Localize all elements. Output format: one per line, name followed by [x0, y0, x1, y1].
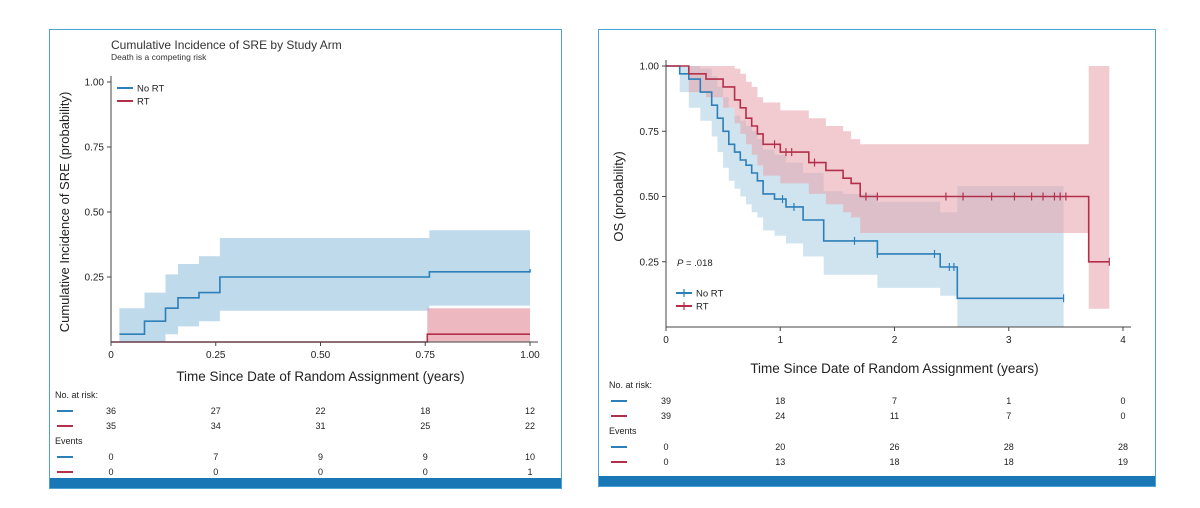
table-cell: 7	[213, 452, 218, 462]
table-cell: 0	[1120, 411, 1125, 421]
table-cell: 31	[315, 421, 325, 431]
legend-item-rt: RT	[676, 302, 709, 313]
ci-band-no-rt	[119, 230, 531, 342]
table-cell: 34	[211, 421, 221, 431]
events-header: Events	[55, 436, 83, 446]
table-cell: 27	[211, 406, 221, 416]
x-tick-label: 0.25	[206, 350, 226, 361]
legend-label: RT	[696, 302, 709, 313]
legend-item-no-rt: No RT	[117, 84, 164, 95]
legend-label: No RT	[696, 289, 723, 300]
y-tick-label: 0.75	[640, 127, 660, 138]
x-tick-label: 0.75	[416, 350, 436, 361]
table-cell: 18	[1004, 457, 1014, 467]
y-tick-label: 0.50	[640, 192, 660, 203]
legend-label: No RT	[137, 84, 164, 95]
table-cell: 22	[525, 421, 535, 431]
table-cell: 0	[1120, 396, 1125, 406]
table-cell: 0	[663, 442, 668, 452]
y-axis-label: OS (probability)	[611, 151, 626, 241]
x-axis-label: Time Since Date of Random Assignment (ye…	[176, 369, 464, 384]
events-row: 0 13 18 18 19	[611, 457, 1128, 467]
y-tick-label: 0.25	[640, 257, 660, 268]
table-cell: 39	[661, 396, 671, 406]
x-tick-label: 2	[892, 335, 898, 346]
table-cell: 7	[1006, 411, 1011, 421]
table-cell: 0	[213, 467, 218, 477]
table-cell: 20	[775, 442, 785, 452]
table-cell: 13	[775, 457, 785, 467]
table-cell: 7	[892, 396, 897, 406]
table-cell: 26	[889, 442, 899, 452]
risk-table-header: No. at risk:	[609, 380, 652, 390]
x-tick-label: 4	[1120, 335, 1126, 346]
events-row: 0 7 9 9 10	[57, 452, 535, 462]
y-tick-label: 0.50	[85, 208, 105, 219]
table-cell: 0	[108, 452, 113, 462]
overall-survival-chart: 0.25 0.50 0.75 1.00 0 1 2 3 4 Time Since Date of …	[609, 60, 1131, 467]
table-cell: 19	[1118, 457, 1128, 467]
x-tick-label: 1	[777, 335, 783, 346]
risk-row: 36 27 22 18 12	[57, 406, 535, 416]
table-cell: 9	[318, 452, 323, 462]
table-cell: 0	[663, 457, 668, 467]
chart-subtitle: Death is a competing risk	[111, 52, 207, 62]
table-cell: 9	[423, 452, 428, 462]
table-cell: 36	[106, 406, 116, 416]
events-header: Events	[609, 426, 637, 436]
table-cell: 0	[423, 467, 428, 477]
p-value-text: = .018	[683, 258, 712, 269]
table-cell: 1	[527, 467, 532, 477]
legend-item-rt: RT	[117, 97, 150, 108]
x-tick-label: 1.00	[520, 350, 540, 361]
table-cell: 28	[1004, 442, 1014, 452]
panel-footer-bar	[599, 476, 1155, 486]
panel-footer-bar	[50, 478, 561, 488]
risk-row: 35 34 31 25 22	[57, 421, 535, 431]
x-tick-label: 0.50	[311, 350, 331, 361]
series-line-no-rt	[666, 65, 1064, 300]
table-cell: 25	[420, 421, 430, 431]
risk-row: 39 18 7 1 0	[611, 396, 1126, 406]
risk-row: 39 24 11 7 0	[611, 411, 1126, 421]
p-value-annotation: P = .018	[677, 258, 713, 269]
table-cell: 35	[106, 421, 116, 431]
x-tick-label: 0	[108, 350, 114, 361]
y-tick-label: 1.00	[85, 78, 105, 89]
chart-title: Cumulative Incidence of SRE by Study Arm	[111, 38, 342, 52]
table-cell: 18	[775, 396, 785, 406]
y-tick-label: 1.00	[640, 62, 660, 73]
table-cell: 24	[775, 411, 785, 421]
legend-item-no-rt: No RT	[676, 289, 723, 300]
table-cell: 22	[315, 406, 325, 416]
overall-survival-panel: 0.25 0.50 0.75 1.00 0 1 2 3 4 Time Since Date of …	[598, 29, 1156, 487]
y-tick-label: 0.25	[85, 273, 105, 284]
sre-incidence-panel: Cumulative Incidence of SRE by Study Arm…	[49, 29, 562, 489]
y-axis-label: Cumulative Incidence of SRE (probability…	[57, 92, 72, 333]
series-line-rt	[666, 65, 1110, 263]
table-cell: 12	[525, 406, 535, 416]
table-cell: 1	[1006, 396, 1011, 406]
series-line-no-rt	[119, 269, 531, 335]
table-cell: 0	[108, 467, 113, 477]
ci-band-rt	[666, 66, 1110, 309]
table-cell: 0	[318, 467, 323, 477]
legend-label: RT	[137, 97, 150, 108]
x-tick-label: 0	[663, 335, 669, 346]
table-cell: 10	[525, 452, 535, 462]
table-cell: 28	[1118, 442, 1128, 452]
x-tick-label: 3	[1006, 335, 1012, 346]
sre-incidence-chart: Cumulative Incidence of SRE by Study Arm…	[55, 38, 540, 477]
x-axis-label: Time Since Date of Random Assignment (ye…	[750, 361, 1038, 376]
table-cell: 18	[420, 406, 430, 416]
y-tick-label: 0.75	[85, 143, 105, 154]
events-row: 0 0 0 0 1	[57, 467, 533, 477]
ci-band-rt	[111, 308, 530, 342]
table-cell: 11	[890, 411, 899, 421]
events-row: 0 20 26 28 28	[611, 442, 1128, 452]
p-value-symbol: P	[677, 258, 684, 269]
table-cell: 18	[889, 457, 899, 467]
risk-table-header: No. at risk:	[55, 390, 98, 400]
table-cell: 39	[661, 411, 671, 421]
